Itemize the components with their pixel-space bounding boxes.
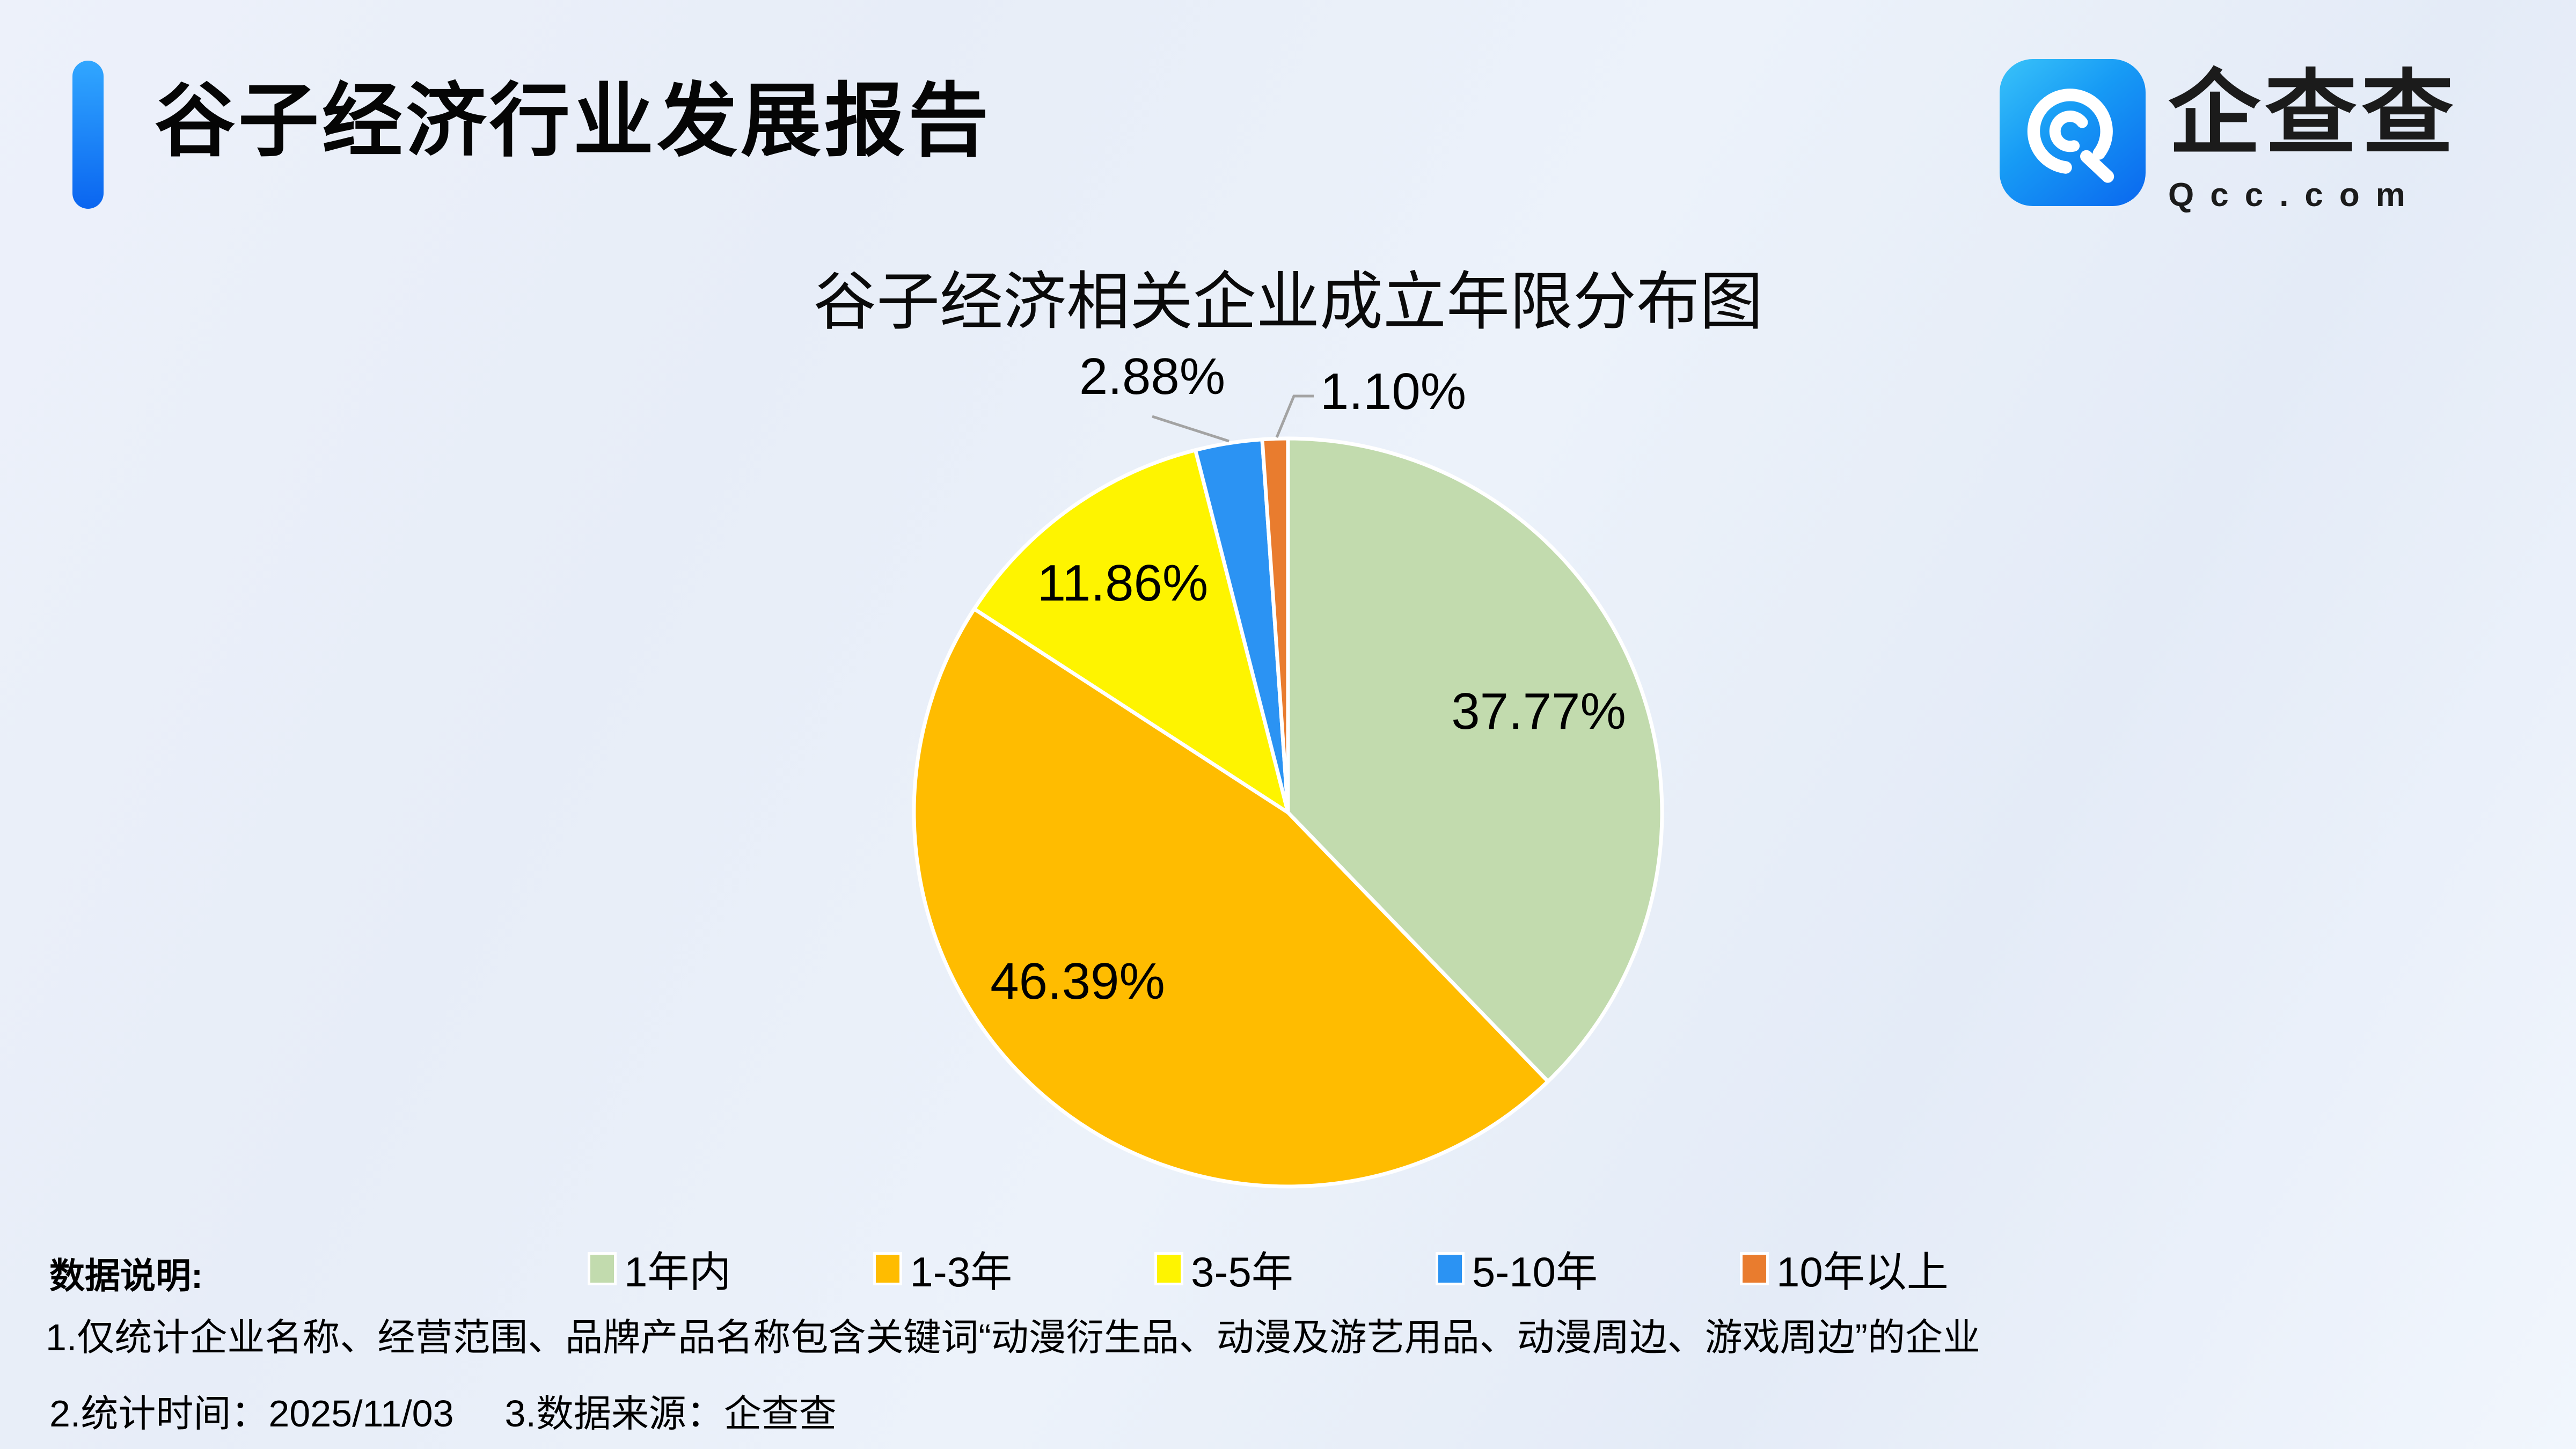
legend-item-1-3年: 1-3年: [873, 1239, 1012, 1299]
footnote-stat-time: 2.统计时间：2025/11/03: [49, 1393, 454, 1435]
legend-swatch-1-3年: [873, 1252, 903, 1285]
legend-swatch-1年内: [588, 1252, 617, 1285]
pie-label-5-10年: 2.88%: [1079, 348, 1226, 405]
legend-swatch-3-5年: [1154, 1252, 1184, 1285]
footnote-line1: 1.仅统计企业名称、经营范围、品牌产品名称包含关键词“动漫衍生品、动漫及游艺用品…: [46, 1316, 1980, 1358]
legend-label-10年以上: 10年以上: [1776, 1248, 1949, 1296]
legend-label-5-10年: 5-10年: [1472, 1248, 1598, 1296]
legend-label-3-5年: 3-5年: [1191, 1248, 1293, 1296]
legend-item-5-10年: 5-10年: [1435, 1239, 1598, 1299]
title-accent-bar: [72, 61, 104, 209]
legend-item-10年以上: 10年以上: [1740, 1239, 1949, 1299]
footnote-heading: 数据说明:: [49, 1256, 203, 1296]
brand-name: 企查查: [2168, 62, 2458, 165]
qcc-logo-text: 企查查 Qcc.com: [2168, 59, 2458, 214]
chart-title: 谷子经济相关企业成立年限分布图: [813, 267, 1763, 338]
pie-label-3-5年: 11.86%: [1037, 554, 1209, 612]
qcc-spiral-icon: [2000, 59, 2146, 206]
page-title: 谷子经济行业发展报告: [155, 76, 992, 166]
pie-slice-3-5年: [972, 448, 1290, 815]
leader-line-10年以上: [1275, 394, 1314, 438]
legend-item-1年内: 1年内: [588, 1239, 731, 1299]
pie-label-1-3年: 46.39%: [990, 953, 1165, 1010]
leader-line-5-10年: [1152, 415, 1230, 443]
chart-legend: 1年内 1-3年 3-5年 5-10年 10年以上: [588, 1239, 1949, 1299]
brand-domain: Qcc.com: [2168, 177, 2421, 214]
pie-slice-10年以上: [1260, 436, 1290, 815]
legend-swatch-10年以上: [1740, 1252, 1769, 1285]
legend-swatch-5-10年: [1435, 1252, 1465, 1285]
pie-slice-5-10年: [1194, 437, 1290, 815]
footnote-source: 3.数据来源：企查查: [504, 1393, 837, 1435]
pie-slice-1年内: [1286, 436, 1664, 1084]
legend-label-1-3年: 1-3年: [910, 1248, 1013, 1296]
footnote-line2: 2.统计时间：2025/11/03 3.数据来源：企查查: [49, 1384, 837, 1438]
pie-label-1年内: 37.77%: [1451, 683, 1626, 740]
qcc-logo: 企查查 Qcc.com: [2000, 59, 2458, 214]
pie-label-10年以上: 1.10%: [1320, 363, 1467, 420]
legend-label-1年内: 1年内: [624, 1248, 731, 1296]
legend-item-3-5年: 3-5年: [1154, 1239, 1293, 1299]
